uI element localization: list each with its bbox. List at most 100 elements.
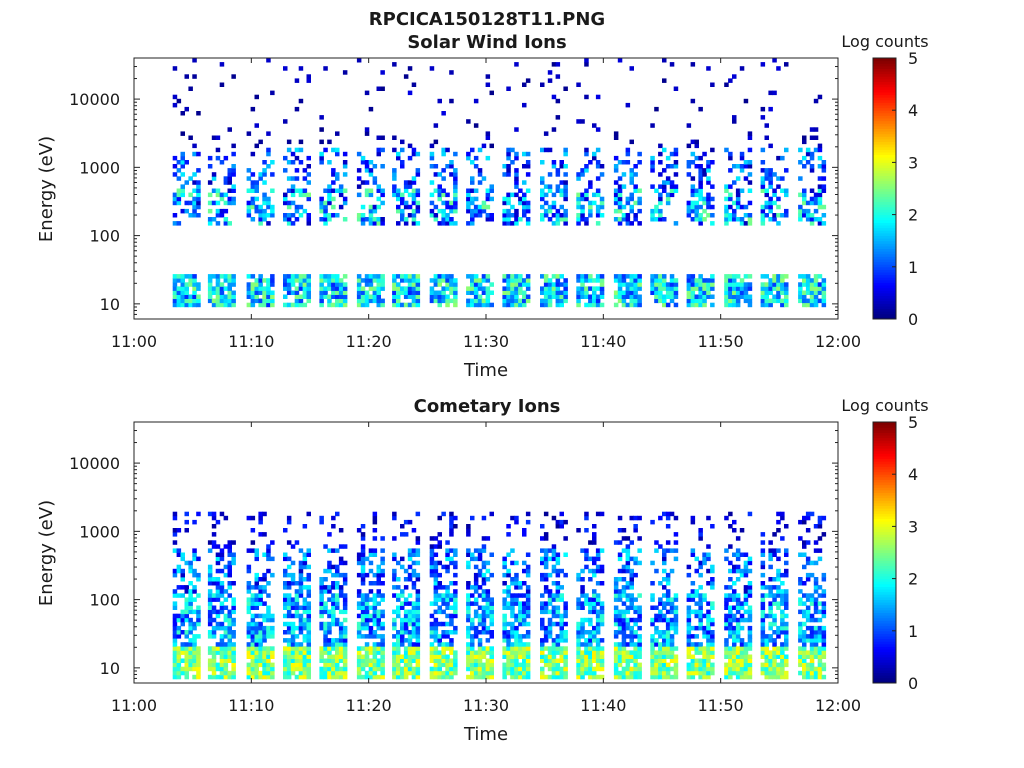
heatmap-cell bbox=[625, 666, 631, 672]
heatmap-cell bbox=[580, 585, 585, 590]
heatmap-cell bbox=[776, 278, 781, 283]
heatmap-cell bbox=[665, 654, 671, 659]
heatmap-cell bbox=[599, 282, 605, 287]
heatmap-cell bbox=[481, 548, 487, 553]
heatmap-cell bbox=[481, 298, 487, 304]
heatmap-cell bbox=[506, 282, 511, 287]
heatmap-cell bbox=[735, 597, 741, 602]
heatmap-cell bbox=[805, 638, 811, 643]
heatmap-cell bbox=[192, 585, 197, 590]
heatmap-cell bbox=[510, 302, 515, 308]
heatmap-cell bbox=[780, 290, 785, 295]
colorbar-segment bbox=[873, 165, 896, 169]
heatmap-cell bbox=[613, 294, 619, 299]
heatmap-cell bbox=[466, 552, 471, 557]
heatmap-cell bbox=[294, 650, 300, 655]
heatmap-cell bbox=[368, 617, 374, 623]
heatmap-cell bbox=[621, 278, 627, 283]
heatmap-cell bbox=[266, 544, 271, 549]
heatmap-cell bbox=[728, 621, 733, 627]
heatmap-cell bbox=[617, 621, 623, 627]
heatmap-cell bbox=[270, 646, 275, 651]
heatmap-cell bbox=[760, 552, 766, 557]
heatmap-cell bbox=[768, 666, 773, 672]
heatmap-cell bbox=[481, 204, 487, 210]
heatmap-cell bbox=[342, 638, 348, 643]
heatmap-cell bbox=[283, 196, 288, 202]
heatmap-cell bbox=[739, 278, 745, 283]
heatmap-cell bbox=[543, 638, 549, 643]
heatmap-cell bbox=[227, 674, 232, 680]
heatmap-cell bbox=[415, 511, 421, 517]
heatmap-cell bbox=[258, 208, 263, 214]
heatmap-cell bbox=[319, 515, 324, 521]
heatmap-cell bbox=[650, 278, 655, 283]
heatmap-cell bbox=[411, 151, 417, 157]
heatmap-cell bbox=[192, 290, 197, 295]
heatmap-cell bbox=[429, 670, 435, 676]
colorbar-segment bbox=[873, 269, 896, 273]
heatmap-cell bbox=[441, 511, 446, 517]
heatmap-cell bbox=[633, 670, 638, 676]
heatmap-cell bbox=[331, 294, 336, 299]
heatmap-cell bbox=[176, 654, 182, 659]
heatmap-cell bbox=[294, 581, 300, 586]
heatmap-cell bbox=[433, 638, 439, 643]
heatmap-cell bbox=[702, 217, 707, 222]
heatmap-cell bbox=[592, 597, 597, 602]
heatmap-cell bbox=[323, 294, 328, 299]
heatmap-cell bbox=[392, 646, 397, 651]
heatmap-cell bbox=[662, 593, 667, 598]
heatmap-cell bbox=[364, 662, 370, 668]
heatmap-cell bbox=[283, 192, 288, 198]
heatmap-cell bbox=[368, 650, 374, 655]
heatmap-cell bbox=[805, 597, 811, 602]
heatmap-cell bbox=[294, 662, 300, 668]
heatmap-cell bbox=[368, 634, 374, 639]
heatmap-cell bbox=[470, 176, 475, 181]
heatmap-cell bbox=[302, 564, 308, 570]
heatmap-cell bbox=[514, 613, 519, 619]
heatmap-cell bbox=[429, 536, 435, 541]
heatmap-cell bbox=[445, 568, 450, 574]
heatmap-cell bbox=[294, 654, 300, 659]
heatmap-cell bbox=[551, 650, 557, 655]
heatmap-cell bbox=[180, 650, 185, 655]
heatmap-cell bbox=[802, 630, 807, 635]
heatmap-cell bbox=[724, 515, 729, 521]
heatmap-cell bbox=[441, 188, 446, 193]
heatmap-cell bbox=[599, 200, 605, 206]
heatmap-cell bbox=[294, 78, 300, 83]
heatmap-cell bbox=[360, 593, 366, 598]
heatmap-cell bbox=[335, 548, 340, 553]
heatmap-cell bbox=[514, 127, 519, 132]
heatmap-cell bbox=[331, 609, 336, 615]
heatmap-cell bbox=[415, 613, 421, 619]
heatmap-cell bbox=[266, 654, 271, 659]
heatmap-cell bbox=[802, 650, 807, 655]
colorbar-segment bbox=[873, 151, 896, 156]
heatmap-cell bbox=[633, 572, 638, 578]
heatmap-cell bbox=[743, 650, 749, 655]
heatmap-cell bbox=[686, 278, 692, 283]
colorbar-segment bbox=[873, 128, 896, 132]
heatmap-cell bbox=[364, 131, 370, 136]
heatmap-cell bbox=[543, 662, 549, 668]
heatmap-cell bbox=[286, 642, 292, 647]
heatmap-cell bbox=[400, 589, 405, 594]
heatmap-cell bbox=[466, 662, 471, 668]
heatmap-cell bbox=[403, 650, 409, 655]
heatmap-cell bbox=[392, 282, 397, 287]
heatmap-cell bbox=[262, 511, 267, 517]
heatmap-cell bbox=[258, 172, 263, 177]
heatmap-cell bbox=[270, 666, 275, 672]
heatmap-cell bbox=[372, 204, 378, 210]
heatmap-cell bbox=[258, 597, 263, 602]
heatmap-cell bbox=[540, 650, 545, 655]
heatmap-cell bbox=[485, 286, 491, 291]
heatmap-cell bbox=[207, 617, 213, 623]
heatmap-cell bbox=[445, 192, 450, 198]
heatmap-cell bbox=[809, 196, 815, 202]
heatmap-cell bbox=[798, 646, 803, 651]
heatmap-cell bbox=[283, 217, 288, 222]
